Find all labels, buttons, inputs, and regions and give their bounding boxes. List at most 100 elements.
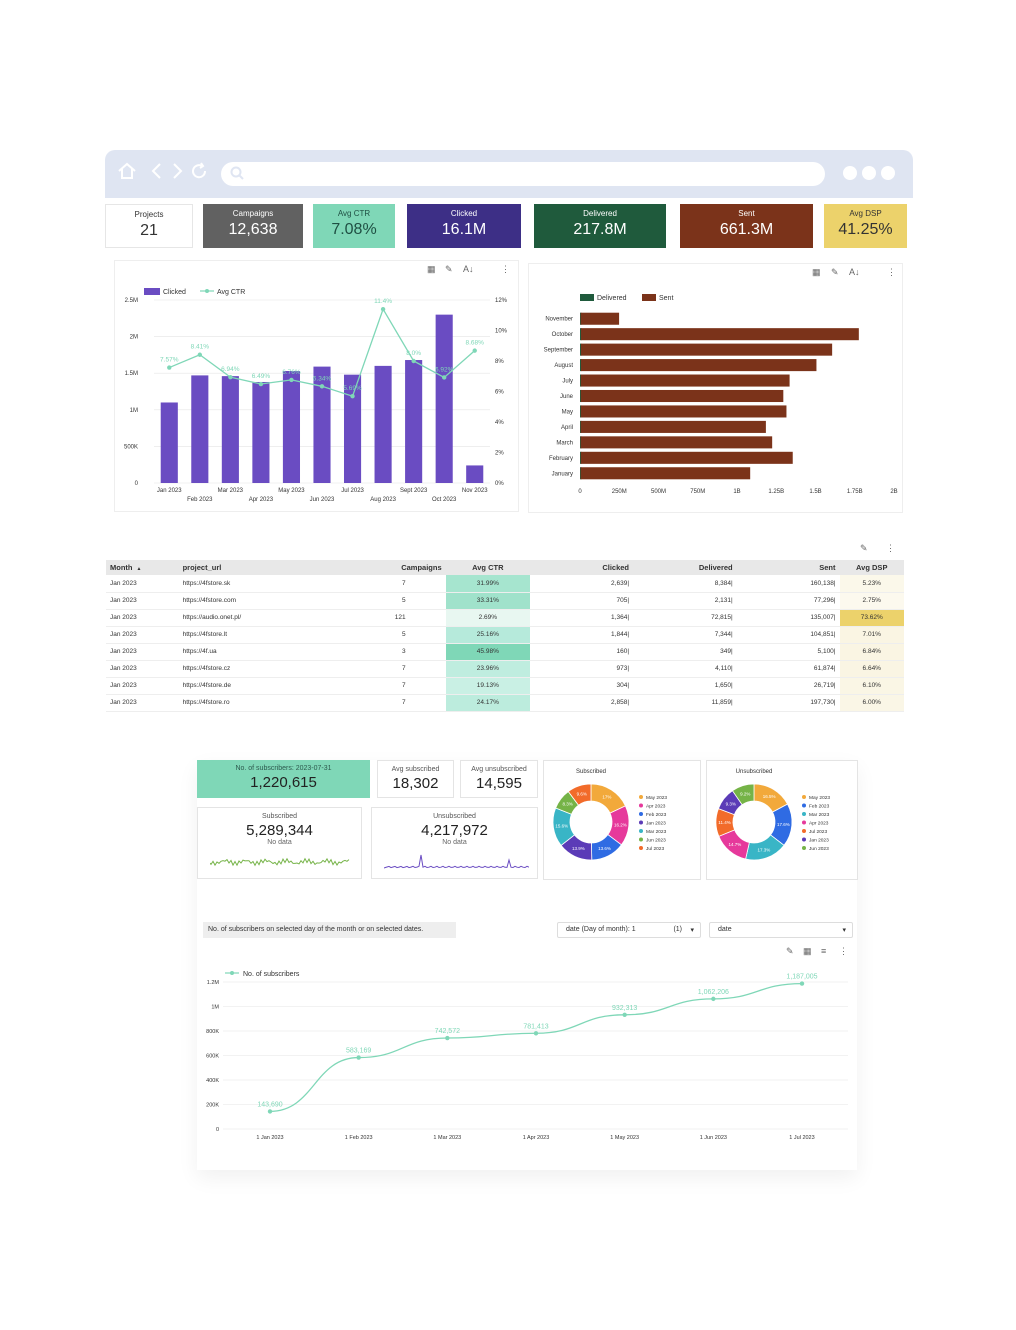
subscribers-point-5[interactable] — [711, 996, 716, 1002]
table-row[interactable]: Jan 2023 https://4f.ua 3 45.98% 160| 349| 5,10… — [106, 643, 904, 661]
header-campaigns[interactable]: Campaigns — [338, 560, 446, 575]
bar-sent-9[interactable] — [580, 451, 793, 464]
bar-clicked-8[interactable] — [405, 360, 423, 483]
ctr-point-3[interactable] — [258, 381, 264, 387]
pie-slice-6[interactable] — [731, 783, 755, 806]
pie-slice-label-5: 8.3% — [562, 802, 572, 807]
ctr-point-4[interactable] — [289, 377, 294, 383]
bar-delivered-9[interactable] — [580, 451, 582, 464]
ctr-point-2[interactable] — [228, 374, 233, 380]
bar-sent-5[interactable] — [580, 389, 784, 403]
bar-delivered-5[interactable] — [580, 389, 582, 403]
kpi-card-campaigns: Campaigns 12,638 — [203, 204, 303, 248]
sort-icon[interactable]: A↓ — [463, 264, 474, 274]
sort-asc-icon[interactable]: ▲ — [136, 566, 142, 572]
table-row[interactable]: Jan 2023 https://4fstore.sk 7 31.99% 2,639| 8… — [106, 575, 904, 593]
edit-icon[interactable]: ✎ — [831, 267, 839, 277]
bar-sent-0[interactable] — [580, 312, 620, 325]
header-label: Delivered — [698, 563, 733, 572]
bar-clicked-4[interactable] — [282, 371, 301, 483]
bar-clicked-2[interactable] — [221, 376, 239, 483]
table-row[interactable]: Jan 2023 https://audio.onet.pl/121 2.69% 1,… — [106, 609, 904, 627]
bar-clicked-5[interactable] — [313, 366, 331, 483]
ctr-point-10[interactable] — [472, 348, 477, 353]
forward-icon[interactable] — [165, 160, 189, 184]
edit-icon[interactable]: ✎ — [860, 543, 868, 553]
edit-icon[interactable]: ✎ — [786, 946, 794, 956]
y-tick: July — [562, 379, 573, 385]
header-clicked[interactable]: Clicked — [530, 560, 634, 575]
table-row[interactable]: Jan 2023 https://4fstore.de 7 19.13% 304| 1,6… — [106, 677, 904, 695]
date-select[interactable]: date ▾ — [709, 922, 853, 938]
filter-icon[interactable]: ≡ — [821, 946, 827, 956]
reload-icon[interactable] — [187, 160, 211, 184]
subscribers-line-chart: No. of subscribers 0 200K 400K 600K 800K 1M 1.2… — [206, 971, 848, 1141]
chart-type-icon[interactable]: ▦ — [803, 946, 812, 956]
bar-clicked-0[interactable] — [160, 402, 178, 483]
more-options-icon[interactable]: ⋮ — [501, 264, 510, 274]
table-row[interactable]: Jan 2023 https://4fstore.ro 7 24.17% 2,858| 1… — [106, 694, 904, 712]
subscribers-point-1[interactable] — [356, 1055, 361, 1060]
table-row[interactable]: Jan 2023 https://4fstore.cz 7 23.96% 973| 4,1… — [106, 660, 904, 678]
menu-dot-icon[interactable] — [862, 166, 876, 180]
back-icon[interactable] — [145, 160, 169, 184]
ctr-point-9[interactable] — [441, 375, 447, 380]
bar-clicked-6[interactable] — [343, 374, 362, 483]
subscribers-point-6[interactable] — [799, 981, 805, 986]
campaign-table: Month ▲ project_url Campaigns Avg CTR Clicked… — [106, 560, 904, 712]
bar-delivered-2[interactable] — [580, 343, 582, 356]
address-bar[interactable] — [221, 162, 825, 186]
ctr-point-6[interactable] — [350, 394, 355, 399]
header-month[interactable]: Month ▲ — [106, 560, 179, 575]
bar-sent-4[interactable] — [580, 374, 790, 387]
bar-sent-10[interactable] — [580, 467, 751, 480]
header-sent[interactable]: Sent — [736, 560, 840, 575]
bar-clicked-1[interactable] — [191, 375, 209, 483]
menu-dot-icon[interactable] — [881, 166, 895, 180]
header-delivered[interactable]: Delivered — [633, 560, 737, 575]
subscribers-point-0[interactable] — [267, 1109, 273, 1114]
subscribers-point-4[interactable] — [622, 1012, 627, 1017]
more-options-icon[interactable]: ⋮ — [886, 543, 895, 553]
bar-sent-8[interactable] — [580, 436, 773, 449]
pie-slice-6[interactable] — [567, 783, 592, 806]
bar-sent-3[interactable] — [580, 359, 817, 372]
bar-sent-6[interactable] — [580, 405, 787, 418]
bar-sent-7[interactable] — [580, 420, 766, 433]
ctr-point-8[interactable] — [411, 358, 416, 364]
bar-delivered-1[interactable] — [580, 328, 582, 341]
subscribers-point-2[interactable] — [445, 1035, 450, 1041]
bar-clicked-3[interactable] — [252, 381, 270, 483]
ctr-point-1[interactable] — [197, 352, 203, 357]
bar-clicked-9[interactable] — [435, 314, 453, 483]
bar-clicked-7[interactable] — [374, 365, 392, 483]
bar-delivered-6[interactable] — [580, 405, 582, 418]
bar-clicked-10[interactable] — [466, 465, 484, 483]
menu-dot-icon[interactable] — [843, 166, 857, 180]
more-options-icon[interactable]: ⋮ — [887, 267, 896, 277]
header-avg-dsp[interactable]: Avg DSP — [839, 560, 904, 575]
table-row[interactable]: Jan 2023 https://4fstore.lt 5 25.16% 1,844| 7… — [106, 626, 904, 644]
subscribers-point-3[interactable] — [533, 1031, 539, 1036]
table-row[interactable]: Jan 2023 https://4fstore.com 5 33.31% 705| 2,… — [106, 592, 904, 610]
edit-icon[interactable]: ✎ — [445, 264, 453, 274]
home-icon[interactable] — [115, 160, 139, 184]
header-project_url[interactable]: project_url — [178, 560, 339, 575]
more-options-icon[interactable]: ⋮ — [839, 946, 848, 956]
day-of-month-select[interactable]: date (Day of month): 1 (1) ▾ — [557, 922, 701, 938]
bar-sent-2[interactable] — [580, 343, 833, 356]
ctr-point-5[interactable] — [319, 384, 325, 389]
bar-delivered-4[interactable] — [580, 374, 582, 387]
chart-type-icon[interactable]: ▦ — [812, 267, 821, 277]
ctr-point-7[interactable] — [380, 306, 386, 312]
legend-label-sent: Sent — [659, 295, 673, 302]
legend-label: Feb 2023 — [809, 804, 830, 810]
sort-icon[interactable]: A↓ — [849, 267, 860, 277]
pie-slice-label-1: 16.2% — [614, 823, 627, 828]
header-avg-ctr[interactable]: Avg CTR — [445, 560, 531, 575]
ctr-point-0[interactable] — [167, 365, 172, 370]
x-tick: 500M — [651, 489, 666, 495]
bar-delivered-3[interactable] — [580, 359, 582, 372]
bar-sent-1[interactable] — [580, 328, 859, 341]
chart-type-icon[interactable]: ▦ — [427, 264, 436, 274]
